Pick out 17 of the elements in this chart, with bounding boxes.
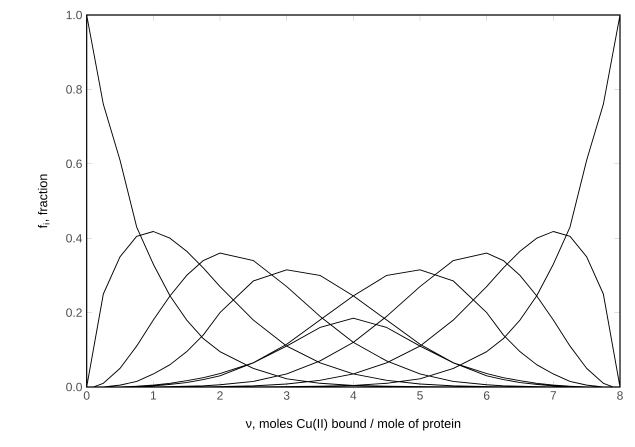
x-tick-label: 2: [217, 391, 223, 400]
x-tick-label: 3: [284, 391, 290, 400]
y-tick-label: 0.4: [66, 234, 82, 242]
x-tick-label: 0: [84, 391, 90, 400]
x-tick-label: 7: [550, 391, 556, 400]
x-tick-label: 4: [350, 391, 356, 400]
y-tick-label: 1.0: [66, 10, 82, 20]
x-tick-label: 8: [617, 391, 623, 400]
x-tick-label: 6: [484, 391, 490, 400]
y-tick-label: 0.0: [66, 382, 82, 392]
y-axis-title: f$_{i}$, fraction: [38, 174, 50, 228]
y-tick-label: 0.8: [66, 85, 82, 94]
y-tick-label: 0.6: [66, 160, 82, 168]
y-tick-label: 0.2: [66, 308, 82, 317]
x-axis-title: ν, moles Cu(II) bound / mole of protein: [246, 418, 460, 431]
x-tick-label: 1: [150, 391, 156, 400]
x-tick-label: 5: [417, 391, 423, 400]
